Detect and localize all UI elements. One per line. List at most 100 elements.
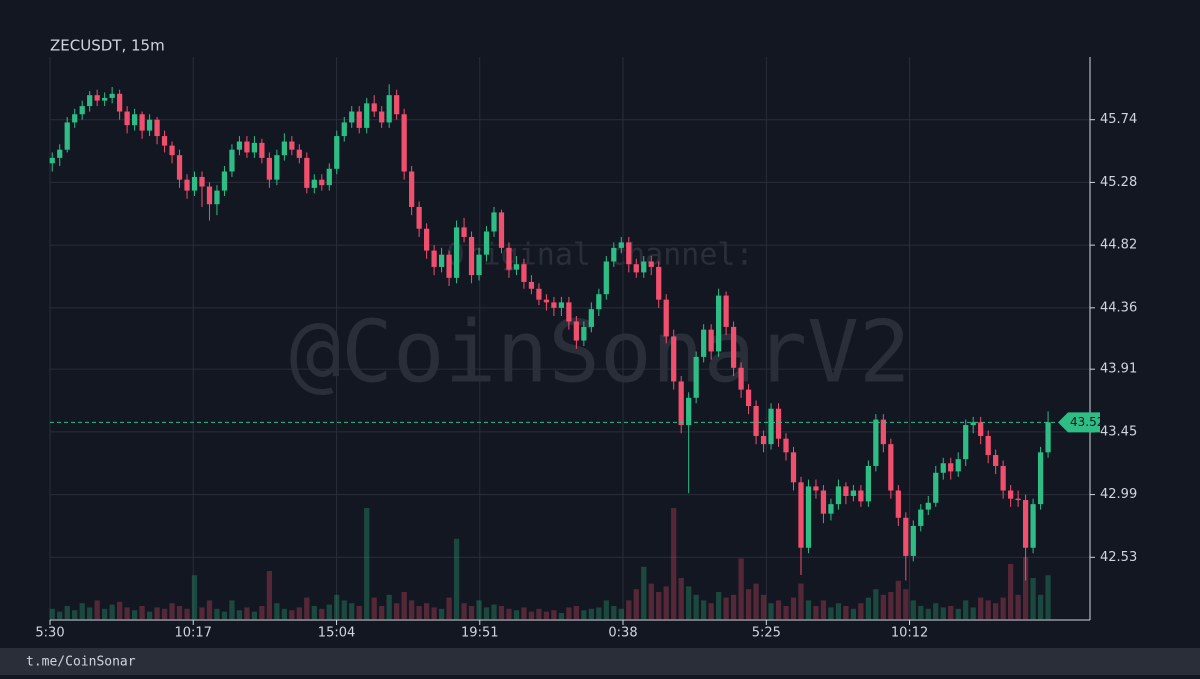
- x-tick-label: 0:38: [608, 626, 637, 641]
- candle-body: [364, 103, 370, 128]
- candle-body: [566, 302, 572, 322]
- volume-bar: [438, 608, 445, 620]
- volume-bar: [828, 607, 834, 620]
- volume-bar: [251, 611, 258, 620]
- volume-bar: [349, 603, 355, 620]
- candle-body: [835, 486, 842, 505]
- candle-body: [910, 525, 916, 556]
- volume-bar: [169, 603, 175, 620]
- y-tick-label: 42.99: [1100, 487, 1137, 502]
- volume-bar: [843, 606, 849, 620]
- volume-bar: [970, 607, 976, 620]
- candle-body: [925, 502, 931, 510]
- y-tick-label: 43.45: [1100, 424, 1137, 439]
- candle-body: [558, 302, 565, 308]
- volume-bar: [708, 603, 714, 620]
- candle-body: [281, 141, 287, 156]
- volume-bar: [274, 603, 280, 620]
- volume-bar: [850, 608, 857, 620]
- volume-bar: [768, 603, 774, 620]
- volume-bar: [626, 600, 632, 620]
- volume-bar: [978, 597, 984, 620]
- candle-body: [656, 266, 662, 300]
- candle-body: [573, 321, 579, 341]
- volume-bar: [326, 604, 332, 620]
- volume-bar: [1045, 575, 1051, 620]
- candle-body: [49, 157, 55, 164]
- candle-body: [888, 444, 894, 491]
- candle-body: [768, 408, 774, 445]
- candle-body: [319, 179, 325, 186]
- volume-bar: [798, 583, 804, 620]
- volume-bar: [461, 603, 467, 620]
- volume-bar: [379, 606, 385, 620]
- candle-body: [356, 111, 362, 128]
- candle-body: [686, 397, 692, 426]
- candle-body: [446, 254, 452, 278]
- candle-body: [596, 294, 602, 310]
- candle-body: [461, 227, 467, 237]
- candle-body: [491, 212, 497, 232]
- volume-bar: [304, 597, 310, 620]
- candle-body: [678, 381, 684, 426]
- volume-bar: [49, 608, 55, 620]
- candle-body: [536, 288, 542, 300]
- volume-bar: [723, 597, 729, 620]
- candle-body: [783, 438, 789, 453]
- candle-body: [1045, 422, 1051, 453]
- candle-body: [760, 435, 767, 445]
- candle-body: [176, 155, 183, 180]
- volume-bar: [236, 610, 243, 620]
- candle-body: [146, 119, 153, 131]
- volume-bar: [558, 613, 565, 620]
- candle-body: [401, 114, 407, 172]
- volume-bar: [311, 606, 317, 620]
- volume-bar: [513, 610, 520, 620]
- candle-body: [266, 157, 273, 180]
- candle-body: [87, 95, 93, 107]
- candle-body: [326, 168, 332, 186]
- volume-bar: [146, 611, 153, 620]
- volume-bar: [648, 583, 654, 620]
- candle-body: [551, 302, 557, 308]
- volume-bar: [925, 608, 931, 620]
- volume-bar: [686, 586, 692, 620]
- x-tick-label: 15:04: [318, 626, 355, 641]
- volume-bar: [506, 608, 512, 620]
- volume-bar: [371, 597, 377, 620]
- candle-body: [438, 254, 445, 267]
- volume-bar: [416, 606, 422, 620]
- footer-bar: [0, 648, 1200, 675]
- volume-bar: [543, 611, 550, 620]
- volume-bar: [401, 592, 407, 620]
- volume-bar: [528, 611, 535, 620]
- candle-body: [633, 264, 639, 273]
- volume-bar: [955, 608, 961, 620]
- candle-body: [521, 264, 527, 282]
- candle-body: [341, 122, 347, 137]
- volume-bar: [334, 594, 340, 620]
- x-tick-label: 5:25: [752, 626, 781, 641]
- volume-bar: [678, 578, 684, 620]
- candle-body: [588, 309, 594, 327]
- candle-body: [169, 145, 175, 156]
- volume-bar: [453, 538, 460, 620]
- volume-bar: [693, 594, 699, 620]
- volume-bar: [820, 600, 827, 620]
- volume-bar: [386, 594, 392, 620]
- candle-body: [191, 176, 198, 191]
- candle-body: [184, 179, 190, 191]
- candle-body: [895, 490, 901, 518]
- volume-bar: [873, 589, 879, 620]
- candle-body: [581, 326, 587, 341]
- candle-body: [229, 149, 235, 172]
- last-price-tag: [1058, 412, 1100, 433]
- volume-bar: [536, 608, 542, 620]
- volume-bar: [191, 575, 198, 620]
- volume-bar: [618, 608, 624, 620]
- x-tick-label: 5:30: [35, 626, 64, 641]
- volume-bar: [64, 606, 70, 620]
- candle-body: [296, 149, 302, 158]
- candle-body: [918, 509, 924, 526]
